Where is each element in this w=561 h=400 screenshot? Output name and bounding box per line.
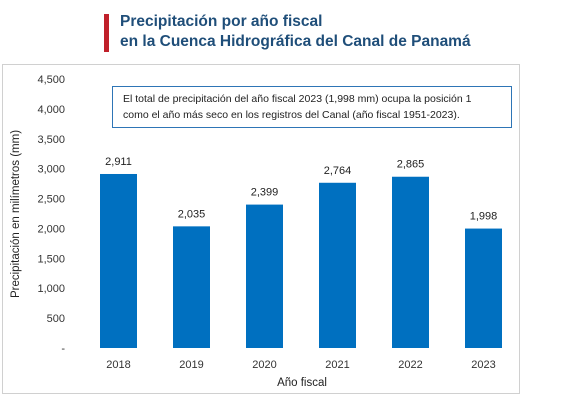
data-label-2021: 2,764 xyxy=(324,165,352,177)
annotation-line-2: como el año más seco en los registros de… xyxy=(123,109,460,121)
y-tick-label: 4,000 xyxy=(37,104,65,116)
data-label-2023: 1,998 xyxy=(470,211,498,223)
x-tick-label-2023: 2023 xyxy=(471,359,495,371)
chart-frame xyxy=(2,64,520,394)
chart-title-line-1: Precipitación por año fiscal xyxy=(120,13,323,30)
annotation-box: El total de precipitación del año fiscal… xyxy=(112,86,512,128)
bar-2018 xyxy=(100,173,137,348)
bars xyxy=(100,173,502,348)
x-axis-ticks: 2018 2019 2020 2021 2022 2023 xyxy=(106,359,495,371)
bar-2022 xyxy=(392,176,429,348)
x-tick-label-2022: 2022 xyxy=(398,359,422,371)
bar-2021 xyxy=(319,182,356,348)
y-tick-label: 3,000 xyxy=(37,164,65,176)
y-tick-label: 2,000 xyxy=(37,223,65,235)
data-label-2018: 2,911 xyxy=(105,156,132,168)
bar-2020 xyxy=(246,204,283,348)
data-label-2020: 2,399 xyxy=(251,187,279,199)
y-tick-label: - xyxy=(61,343,65,355)
chart-title: Precipitación por año fiscal en la Cuenc… xyxy=(120,12,471,52)
chart-title-line-2: en la Cuenca Hidrográfica del Canal de P… xyxy=(120,33,471,50)
bar-data-labels: 2,911 2,035 2,399 2,764 2,865 1,998 xyxy=(105,156,497,223)
y-tick-label: 1,000 xyxy=(37,283,65,295)
y-tick-label: 500 xyxy=(47,313,65,325)
bar-2019 xyxy=(173,226,210,348)
x-tick-label-2019: 2019 xyxy=(179,359,203,371)
y-axis-label: Precipitación en milímetros (mm) xyxy=(10,130,22,298)
bar-2023 xyxy=(465,228,502,348)
x-axis-label: Año fiscal xyxy=(277,377,327,389)
y-tick-label: 3,500 xyxy=(37,134,65,146)
data-label-2019: 2,035 xyxy=(178,208,206,220)
x-tick-label-2018: 2018 xyxy=(106,359,130,371)
data-label-2022: 2,865 xyxy=(397,159,425,171)
y-tick-label: 2,500 xyxy=(37,194,65,206)
y-tick-label: 4,500 xyxy=(37,74,65,86)
x-tick-label-2021: 2021 xyxy=(325,359,349,371)
x-tick-label-2020: 2020 xyxy=(252,359,276,371)
y-axis-ticks: - 500 1,000 1,500 2,000 2,500 3,000 3,500 4,000 4… xyxy=(37,74,65,355)
annotation-line-1: El total de precipitación del año fiscal… xyxy=(123,93,472,105)
title-accent-bar xyxy=(104,14,109,52)
y-tick-label: 1,500 xyxy=(37,253,65,265)
